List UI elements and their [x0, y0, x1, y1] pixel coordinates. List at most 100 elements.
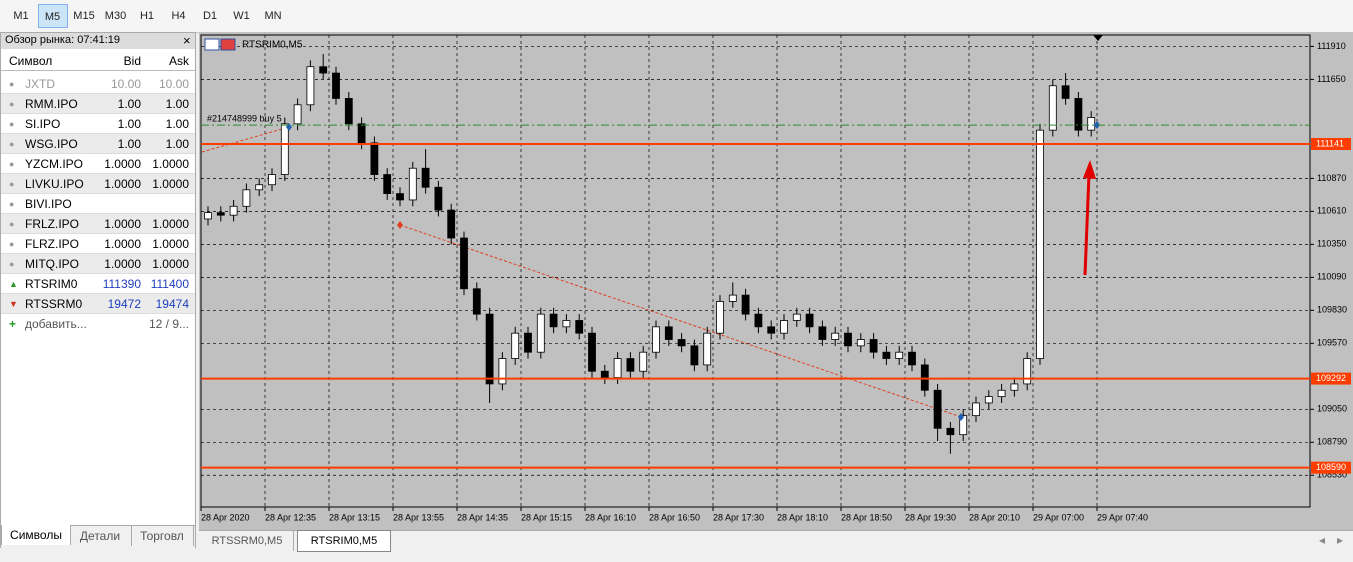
shift-marker — [1093, 35, 1103, 41]
scroll-right[interactable]: ▸ — [1337, 533, 1344, 547]
candle-body — [332, 72, 340, 99]
candle-body — [895, 351, 904, 359]
symbol-name: FRLZ.IPO — [25, 217, 80, 231]
candle-body — [703, 332, 712, 366]
level-tag — [1311, 461, 1351, 474]
candle-body — [396, 193, 404, 201]
chart-tab[interactable]: RTSRIM0,M5 — [297, 530, 391, 552]
y-tick-label: 111650 — [1317, 74, 1346, 84]
x-tick-label: 28 Apr 18:50 — [841, 512, 892, 522]
close-button[interactable]: × — [183, 33, 191, 48]
chart-tab[interactable]: RTSSRM0,M5 — [201, 531, 294, 551]
candle-body — [805, 313, 814, 328]
order-label: #214748999 buy 5 — [207, 113, 282, 123]
x-tick-label: 28 Apr 13:55 — [393, 512, 444, 522]
timeframe-button[interactable]: W1 — [233, 10, 250, 22]
symbol-icon: ● — [9, 259, 15, 269]
panel-title-bar: Обзор рынка: 07:41:19 × — [1, 33, 195, 49]
timeframe-toolbar: M1 M5 M15 M30 H1 H4 D1 W1 MN — [0, 0, 1353, 33]
panel-tab[interactable]: Детали — [69, 526, 132, 546]
candle-body — [434, 186, 443, 211]
symbol-row[interactable]: ● FLRZ.IPO 1.0000 1.0000 — [1, 234, 195, 254]
symbol-row[interactable]: ▼ RTSSRM0 19472 19474 — [1, 294, 195, 314]
symbol-icon: ● — [9, 79, 15, 89]
grid — [201, 35, 1310, 507]
level-tag — [1311, 372, 1351, 385]
chart-window: RTSRIM0,M5 111910 111650 110870 110610 11035… — [199, 32, 1353, 530]
candle-body — [536, 313, 545, 353]
symbol-icon: ● — [9, 219, 15, 229]
candle-body — [767, 326, 776, 334]
y-tick-label: 108530 — [1317, 470, 1347, 480]
panel-tab[interactable]: Символы — [1, 525, 71, 545]
candle-body — [844, 332, 852, 347]
symbol-row[interactable]: ▲ RTSRIM0 111390 111400 — [1, 274, 195, 294]
level-label: 109292 — [1316, 373, 1346, 383]
symbol-row[interactable]: ● RMM.IPO 1.00 1.00 — [1, 94, 195, 114]
trade-line — [399, 224, 962, 418]
column-header: Символ — [9, 54, 53, 68]
x-tick-label: 29 Apr 07:00 — [1033, 512, 1084, 522]
candle-body — [792, 313, 801, 321]
candle-body — [818, 326, 827, 340]
symbol-row[interactable]: ● WSG.IPO 1.00 1.00 — [1, 134, 195, 154]
candle-body — [984, 396, 993, 404]
timeframe-button[interactable]: H4 — [171, 10, 186, 22]
symbol-row[interactable]: ● MITQ.IPO 1.0000 1.0000 — [1, 254, 195, 274]
add-row[interactable]: + добавить... 12 / 9... — [1, 314, 195, 334]
timeframe-button[interactable]: MN — [264, 10, 282, 22]
y-tick-label: 109570 — [1317, 338, 1347, 348]
symbol-name: FLRZ.IPO — [25, 237, 80, 251]
symbol-row[interactable]: ● FRLZ.IPO 1.0000 1.0000 — [1, 214, 195, 234]
trade-marker — [397, 221, 403, 229]
symbol-icon: ● — [9, 239, 15, 249]
candle-body — [1048, 85, 1057, 131]
symbol-icon: ▼ — [9, 299, 18, 309]
candle-body — [613, 358, 622, 378]
candle-body — [831, 332, 840, 340]
candle-body — [856, 339, 865, 347]
level-tag — [1311, 137, 1351, 150]
bid-price: 1.0000 — [104, 177, 141, 191]
symbol-row[interactable]: ● LIVKU.IPO 1.0000 1.0000 — [1, 174, 195, 194]
candle-body — [370, 142, 379, 175]
x-tick-label: 28 Apr 16:50 — [649, 512, 700, 522]
chart-icon — [220, 38, 236, 51]
x-tick-label: 28 Apr 13:15 — [329, 512, 380, 522]
y-tick-label: 110610 — [1317, 206, 1346, 216]
candle-body — [997, 389, 1006, 398]
candle-body — [716, 301, 724, 334]
symbol-count: 12 / 9... — [148, 317, 189, 331]
symbol-row[interactable]: ● BIVI.IPO — [1, 194, 195, 214]
scroll-left[interactable]: ◂ — [1319, 533, 1326, 547]
ask-price: 19474 — [155, 297, 189, 311]
candle-body — [408, 167, 417, 201]
symbol-row[interactable]: ● JXTD 10.00 10.00 — [1, 74, 195, 94]
x-tick-label: 28 Apr 20:10 — [969, 512, 1020, 522]
column-header: Bid — [123, 54, 141, 68]
timeframe-button[interactable]: D1 — [202, 10, 218, 22]
candle-body — [383, 174, 392, 195]
candle-body — [728, 294, 737, 302]
timeframe-button[interactable]: M5 — [37, 4, 68, 28]
add-label: добавить... — [25, 317, 87, 331]
timeframe-button[interactable]: M30 — [104, 10, 127, 22]
candle-body — [1036, 129, 1044, 359]
timeframe-button[interactable]: H1 — [139, 10, 155, 22]
symbol-row[interactable]: ● YZCM.IPO 1.0000 1.0000 — [1, 154, 195, 174]
panel-tab[interactable]: Торговл — [131, 526, 194, 546]
candle-body — [562, 320, 571, 328]
ask-price: 111400 — [150, 277, 189, 291]
symbol-name: SI.IPO — [25, 117, 61, 131]
y-tick-label: 109050 — [1317, 404, 1347, 414]
chart: RTSRIM0,M5 111910 111650 110870 110610 11035… — [200, 34, 1351, 522]
ask-price: 1.00 — [165, 117, 189, 131]
symbol-icon: ● — [9, 159, 15, 169]
timeframe-button[interactable]: M15 — [73, 10, 95, 22]
timeframe-button[interactable]: M1 — [13, 10, 29, 22]
symbol-icon: ● — [9, 139, 15, 149]
candle-body — [1074, 98, 1083, 131]
symbol-name: WSG.IPO — [25, 137, 78, 151]
symbol-row[interactable]: ● SI.IPO 1.00 1.00 — [1, 114, 195, 134]
y-tick-label: 110870 — [1317, 173, 1346, 183]
